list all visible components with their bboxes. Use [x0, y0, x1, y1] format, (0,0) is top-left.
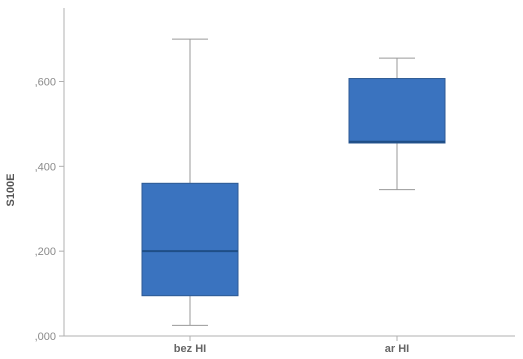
y-tick-label: ,000 [35, 331, 56, 343]
x-category-label: ar HI [385, 343, 409, 355]
iqr-box [348, 78, 446, 144]
y-tick-label: ,400 [35, 161, 56, 173]
boxes-group [141, 38, 446, 326]
box-1 [348, 57, 446, 191]
x-category-label: bez HI [174, 343, 206, 355]
x-ticks-group: bez HI ar HI [174, 336, 409, 355]
iqr-box [141, 182, 239, 297]
y-axis-label: S100E [5, 173, 17, 206]
y-ticks-group: ,000 ,200 ,400 ,600 [35, 77, 64, 343]
y-tick-label: ,600 [35, 77, 56, 89]
box-0 [141, 38, 239, 326]
y-tick-label: ,200 [35, 246, 56, 258]
